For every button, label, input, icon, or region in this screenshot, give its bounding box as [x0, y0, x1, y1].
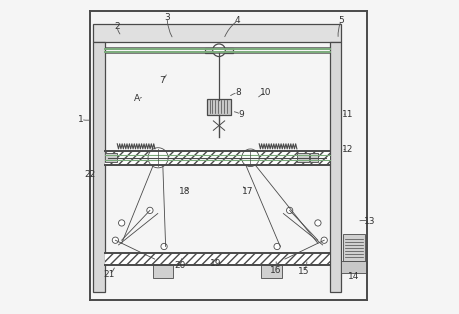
Text: 7: 7 [159, 76, 165, 84]
Text: 12: 12 [341, 145, 353, 154]
Text: 4: 4 [235, 16, 240, 25]
Bar [310, 153, 318, 163]
Text: 14: 14 [347, 272, 359, 281]
Circle shape [161, 243, 167, 250]
Bar [105, 253, 329, 265]
Circle shape [314, 220, 320, 226]
Text: 11: 11 [341, 110, 353, 119]
Circle shape [241, 149, 258, 166]
Text: 2: 2 [114, 22, 119, 31]
Bar [261, 265, 281, 278]
Text: 1: 1 [78, 115, 84, 124]
Text: 16: 16 [269, 266, 280, 274]
Text: 13: 13 [363, 217, 375, 226]
Text: 15: 15 [297, 267, 309, 276]
Text: 20: 20 [174, 261, 185, 270]
Text: 18: 18 [179, 187, 190, 196]
Bar [93, 24, 341, 42]
Bar [204, 48, 233, 53]
Circle shape [286, 207, 292, 214]
Bar [342, 234, 364, 261]
Bar [93, 42, 105, 292]
Bar [329, 42, 341, 292]
Circle shape [320, 237, 327, 243]
Circle shape [274, 243, 280, 250]
Bar [207, 99, 230, 115]
Text: 10: 10 [260, 88, 271, 97]
Circle shape [112, 237, 118, 243]
Circle shape [148, 148, 168, 168]
Text: A: A [134, 95, 140, 103]
Text: 19: 19 [210, 259, 221, 268]
Circle shape [212, 44, 225, 57]
Bar [341, 261, 366, 273]
Bar [296, 153, 308, 163]
Text: 17: 17 [241, 187, 252, 196]
Text: 21: 21 [103, 270, 115, 279]
Bar [105, 153, 117, 163]
Circle shape [118, 220, 124, 226]
Bar [105, 151, 329, 165]
Text: 22: 22 [84, 170, 95, 179]
Bar [153, 265, 173, 278]
Text: 5: 5 [338, 16, 344, 25]
Circle shape [146, 207, 153, 214]
Text: 9: 9 [238, 110, 243, 119]
Text: 8: 8 [235, 88, 240, 97]
Text: 3: 3 [164, 13, 170, 22]
